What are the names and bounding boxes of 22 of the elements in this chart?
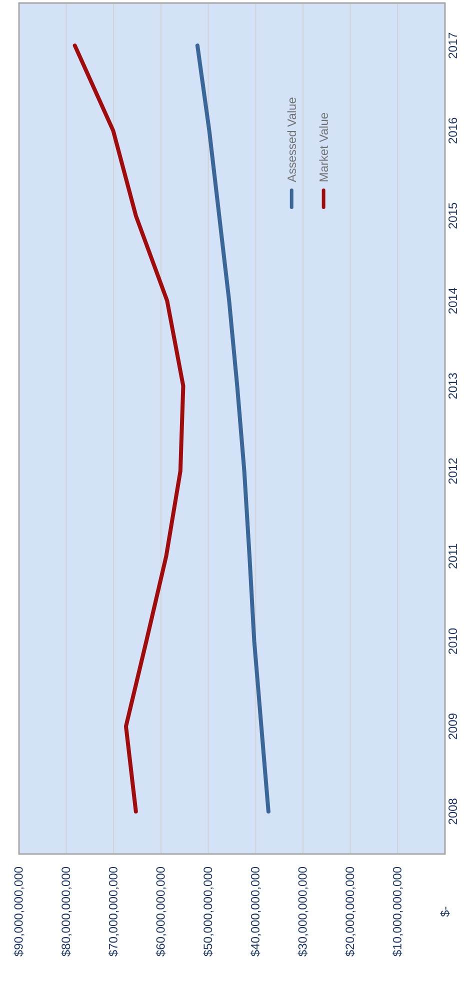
x-tick-label: $10,000,000,000	[392, 866, 403, 956]
y-tick-label: 2017	[448, 32, 458, 58]
x-tick-label: $60,000,000,000	[156, 866, 166, 956]
y-tick-label: 2015	[448, 202, 458, 229]
x-tick-label: $50,000,000,000	[203, 866, 214, 956]
y-tick-label: 2009	[448, 714, 458, 740]
y-tick-label: 2011	[448, 544, 458, 568]
text: Market Value	[319, 112, 328, 182]
y-tick-label: 2012	[448, 458, 458, 484]
x-tick-label: $-	[440, 906, 450, 917]
x-tick-label: $30,000,000,000	[298, 866, 308, 956]
y-tick-label: 2014	[448, 288, 458, 314]
x-tick-label: $90,000,000,000	[14, 866, 24, 956]
y-tick-label: 2008	[448, 798, 458, 824]
x-tick-label: $70,000,000,000	[108, 866, 119, 956]
x-tick-label: $80,000,000,000	[61, 866, 72, 956]
y-tick-label: 2013	[448, 373, 458, 399]
y-tick-label: 2010	[448, 628, 458, 654]
x-tick-label: $20,000,000,000	[345, 866, 356, 956]
x-tick-label: $40,000,000,000	[250, 866, 261, 956]
y-tick-label: 2016	[448, 118, 458, 144]
text: Assessed Value	[287, 98, 296, 182]
